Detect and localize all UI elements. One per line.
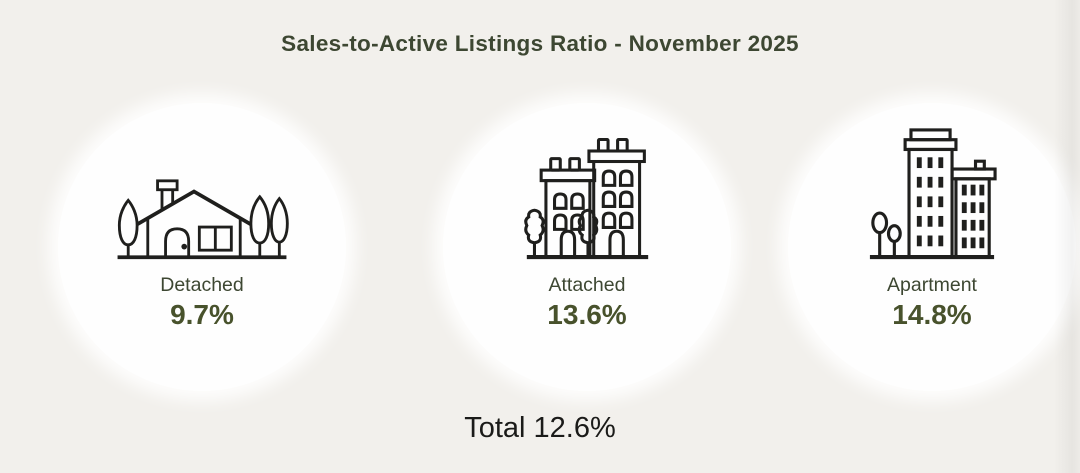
detached-icon-wrap: [58, 103, 346, 261]
total-ratio-text: Total 12.6%: [464, 412, 616, 444]
category-label: Detached: [160, 274, 244, 296]
kpi-circle-attached: Attached 13.6%: [443, 103, 731, 391]
category-value: 13.6%: [547, 299, 627, 330]
apartment-buildings-icon: [869, 128, 997, 260]
category-label: Apartment: [887, 274, 977, 296]
attached-icon-wrap: [443, 103, 731, 261]
apartment-icon-wrap: [788, 103, 1076, 261]
category-value: 9.7%: [170, 299, 234, 330]
category-value: 14.8%: [892, 299, 972, 330]
detached-house-icon: [117, 179, 289, 260]
attached-houses-icon: [523, 138, 648, 260]
kpi-circle-detached: Detached 9.7%: [58, 103, 346, 391]
page-title: Sales-to-Active Listings Ratio - Novembe…: [281, 31, 799, 56]
kpi-circle-apartment: Apartment 14.8%: [788, 103, 1076, 391]
category-label: Attached: [548, 274, 626, 296]
